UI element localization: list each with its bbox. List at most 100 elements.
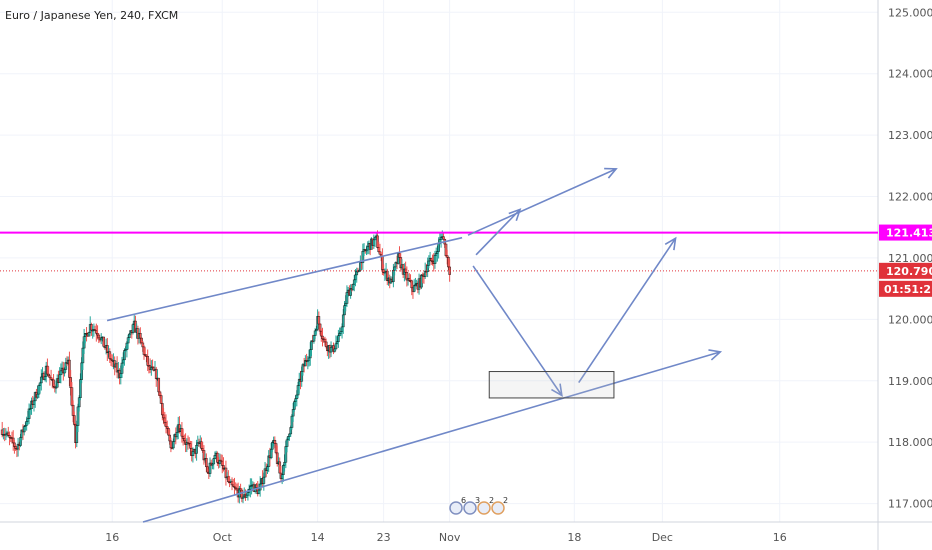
candle-body xyxy=(255,484,258,488)
candle-body xyxy=(358,270,361,272)
candle-body xyxy=(352,284,354,290)
x-tick-label: 16 xyxy=(773,531,787,544)
candle-body xyxy=(339,331,342,334)
candle-body xyxy=(78,397,81,407)
candle-body xyxy=(189,443,192,449)
candle-body xyxy=(282,465,285,475)
candle-body xyxy=(201,448,204,451)
candle-body xyxy=(426,265,429,272)
candle-body xyxy=(121,363,123,374)
grid-lines xyxy=(0,0,878,522)
current-price-label-bg xyxy=(879,262,932,279)
y-tick-label: 124.000 xyxy=(888,68,932,81)
candle-body xyxy=(288,433,291,437)
candle-body xyxy=(8,435,11,438)
candle-body xyxy=(168,435,171,441)
candle-body xyxy=(262,477,265,484)
candle-body xyxy=(399,257,402,268)
arrow-up-arrowhead xyxy=(664,236,677,251)
candle-body xyxy=(160,395,163,404)
candle-body xyxy=(75,425,78,443)
candle-body xyxy=(398,253,401,258)
candle-body xyxy=(342,314,345,327)
candle-body xyxy=(214,455,216,459)
y-tick-label: 125.000 xyxy=(888,6,932,19)
event-badge-circle xyxy=(491,501,505,515)
candle-body xyxy=(335,343,337,349)
candle-body xyxy=(264,468,266,478)
candle-body xyxy=(84,333,87,337)
candle-body xyxy=(29,408,32,410)
candle-body xyxy=(281,474,284,479)
candle-body xyxy=(295,394,298,399)
candle-body xyxy=(143,346,145,355)
candle-body xyxy=(69,377,72,388)
candle-body xyxy=(392,270,395,282)
y-tick-label: 118.000 xyxy=(888,436,932,449)
candle-body xyxy=(344,303,347,306)
candle-body xyxy=(427,260,430,266)
candle-body xyxy=(271,442,274,450)
candle-body xyxy=(26,418,29,422)
candle-body xyxy=(170,440,172,448)
candle-body xyxy=(40,376,43,383)
candle-body xyxy=(165,422,167,427)
candle-body xyxy=(393,266,396,271)
countdown-timer-bg xyxy=(879,280,932,297)
candle-body xyxy=(52,379,55,387)
candle-body xyxy=(383,272,386,274)
candle-body xyxy=(353,279,356,285)
candle-body xyxy=(211,463,214,466)
candle-body xyxy=(110,358,112,360)
candle-body xyxy=(313,335,315,342)
candle-body xyxy=(28,408,30,419)
candle-body xyxy=(376,235,379,248)
candle-body xyxy=(438,239,441,244)
candle-body xyxy=(123,350,126,360)
candle-body xyxy=(161,403,164,415)
candle-body xyxy=(150,366,153,370)
candle-body xyxy=(24,425,27,427)
y-tick-label: 120.000 xyxy=(888,313,932,326)
candle-body xyxy=(206,466,209,473)
candle-body xyxy=(300,371,303,382)
candle-body xyxy=(247,492,249,496)
x-tick-label: Oct xyxy=(213,531,233,544)
target-zone-box xyxy=(488,371,615,399)
candle-body xyxy=(167,428,170,436)
candle-body xyxy=(134,321,137,333)
candle-body xyxy=(212,458,215,464)
candle-body xyxy=(221,461,224,466)
candle-body xyxy=(386,271,389,281)
candle-body xyxy=(291,416,293,428)
candle-body xyxy=(430,258,433,261)
candle-body xyxy=(298,379,301,386)
candle-body xyxy=(355,271,358,275)
event-badge-label: 3 xyxy=(475,496,480,505)
candle-body xyxy=(437,243,440,252)
candle-body xyxy=(33,400,35,405)
candle-body xyxy=(23,426,26,432)
candle-body xyxy=(233,486,236,488)
candle-body xyxy=(47,374,50,376)
event-badge-circle xyxy=(463,501,477,515)
candle-body xyxy=(125,343,128,350)
candle-body xyxy=(196,442,199,446)
candle-body xyxy=(173,434,176,442)
x-tick-label: Dec xyxy=(652,531,673,544)
candle-body xyxy=(320,331,323,337)
candle-body xyxy=(447,257,450,267)
candle-body xyxy=(366,246,369,251)
y-tick-label: 117.000 xyxy=(888,498,932,511)
candle-body xyxy=(424,271,427,277)
candle-body xyxy=(332,345,335,352)
candle-body xyxy=(379,251,381,255)
candle-body xyxy=(97,335,100,338)
x-tick-label: 16 xyxy=(105,531,119,544)
candle-body xyxy=(413,285,416,292)
chart-title: Euro / Japanese Yen, 240, FXCM xyxy=(5,9,179,22)
candle-body xyxy=(315,329,318,331)
candle-body xyxy=(83,336,86,349)
arrow-up-line xyxy=(578,237,677,384)
